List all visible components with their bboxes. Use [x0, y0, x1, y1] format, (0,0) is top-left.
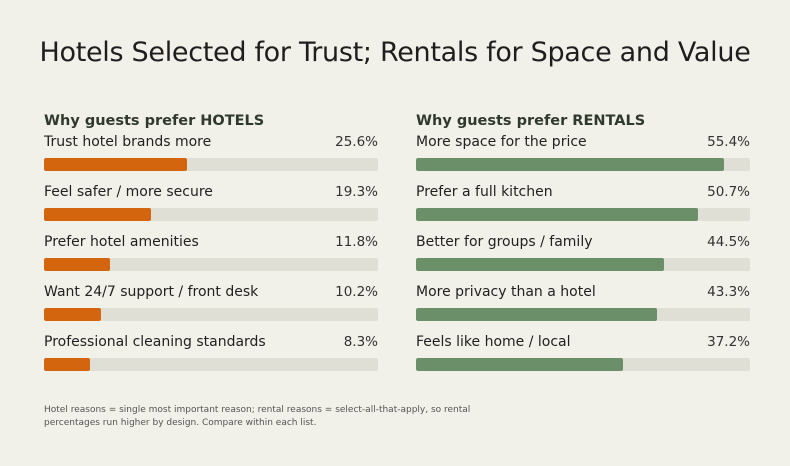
bar-row: More space for the price 55.4%: [416, 134, 750, 184]
bar-value-label: 50.7%: [707, 184, 750, 200]
bar-row: Better for groups / family 44.5%: [416, 234, 750, 284]
hotels-bar-list: Trust hotel brands more 25.6% Feel safer /…: [44, 134, 378, 384]
bar-label: Professional cleaning standards: [44, 334, 266, 350]
bar-track: [44, 208, 378, 221]
bar-track: [44, 308, 378, 321]
bar-value-label: 43.3%: [707, 284, 750, 300]
hotels-panel-heading: Why guests prefer HOTELS: [44, 113, 265, 129]
bar-row: Feel safer / more secure 19.3%: [44, 184, 378, 234]
bar-row: Prefer hotel amenities 11.8%: [44, 234, 378, 284]
bar: [44, 308, 101, 321]
bar-value-label: 10.2%: [335, 284, 378, 300]
bar: [416, 308, 658, 321]
bar: [44, 158, 187, 171]
bar-value-label: 37.2%: [707, 334, 750, 350]
rentals-bar-list: More space for the price 55.4% Prefer a fu…: [416, 134, 750, 384]
bar-label: Trust hotel brands more: [44, 134, 212, 150]
bar-track: [416, 358, 750, 371]
bar-track: [44, 358, 378, 371]
bar-label: Feel safer / more secure: [44, 184, 213, 200]
bar-label: Better for groups / family: [416, 234, 593, 250]
bar-row: Trust hotel brands more 25.6%: [44, 134, 378, 184]
bar-value-label: 25.6%: [335, 134, 378, 150]
bar-track: [416, 308, 750, 321]
bar: [44, 358, 91, 371]
bar: [416, 258, 664, 271]
bar-track: [44, 258, 378, 271]
bar-row: Prefer a full kitchen 50.7%: [416, 184, 750, 234]
bar-label: More privacy than a hotel: [416, 284, 596, 300]
bar: [44, 208, 152, 221]
bar-track: [416, 258, 750, 271]
bar-value-label: 11.8%: [335, 234, 378, 250]
bar-label: Prefer hotel amenities: [44, 234, 199, 250]
hotels-panel: Why guests prefer HOTELS Trust hotel bra…: [44, 113, 378, 384]
footnote: Hotel reasons = single most important re…: [44, 405, 471, 428]
bar: [44, 258, 110, 271]
bar-value-label: 55.4%: [707, 134, 750, 150]
bar-track: [416, 158, 750, 171]
bar-row: Want 24/7 support / front desk 10.2%: [44, 284, 378, 334]
bar-label: Prefer a full kitchen: [416, 184, 553, 200]
bar-value-label: 19.3%: [335, 184, 378, 200]
bar-label: More space for the price: [416, 134, 587, 150]
bar-row: More privacy than a hotel 43.3%: [416, 284, 750, 334]
rentals-panel: Why guests prefer RENTALS More space for…: [416, 113, 750, 384]
bar-row: Professional cleaning standards 8.3%: [44, 334, 378, 384]
bar-track: [44, 158, 378, 171]
chart-title: Hotels Selected for Trust; Rentals for S…: [39, 37, 751, 68]
bar: [416, 208, 699, 221]
bar: [416, 358, 624, 371]
bar-track: [416, 208, 750, 221]
bar-value-label: 44.5%: [707, 234, 750, 250]
bar: [416, 158, 725, 171]
bar-row: Feels like home / local 37.2%: [416, 334, 750, 384]
rentals-panel-heading: Why guests prefer RENTALS: [416, 113, 646, 129]
bar-value-label: 8.3%: [343, 334, 378, 350]
bar-label: Want 24/7 support / front desk: [44, 284, 259, 300]
bar-label: Feels like home / local: [416, 334, 571, 350]
